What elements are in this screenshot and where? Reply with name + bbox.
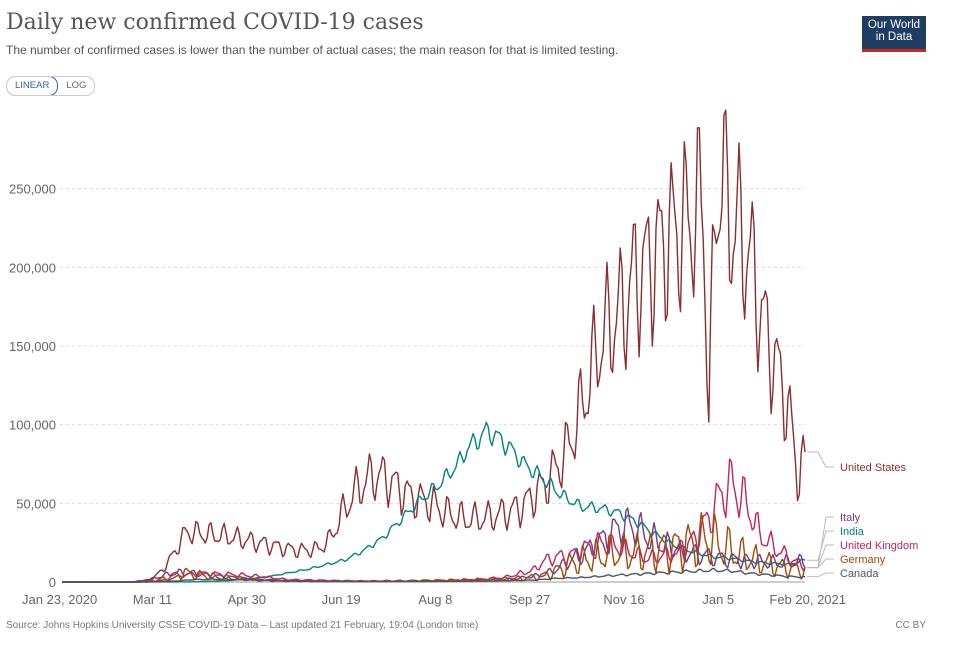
legend-leader-line	[807, 451, 834, 468]
x-tick-label: Sep 27	[509, 592, 550, 607]
legend-label: Canada	[840, 568, 879, 580]
series-line-india	[62, 421, 806, 583]
license-link[interactable]: CC BY	[895, 620, 926, 631]
source-note[interactable]: Source: Johns Hopkins University CSSE CO…	[6, 620, 479, 631]
series-line-united-kingdom	[62, 458, 806, 583]
logo-line-2: in Data	[875, 31, 913, 43]
y-tick-label: 0	[49, 575, 56, 590]
legend-leader-line	[807, 558, 834, 568]
legend-leader-line	[807, 530, 834, 561]
y-tick-label: 250,000	[9, 182, 56, 197]
series-line-canada	[62, 567, 806, 583]
y-tick-label: 100,000	[9, 418, 56, 433]
logo-line-1: Our World	[867, 19, 921, 31]
line-chart: 0 50,000 100,000 150,000 200,000 250,000 Jan 2…	[9, 109, 918, 607]
legend-label: Italy	[840, 512, 861, 524]
legend-label: United States	[840, 462, 907, 474]
x-tick-label: Apr 30	[228, 592, 266, 607]
linear-scale-button[interactable]: LINEAR	[7, 77, 59, 95]
x-tick-label: Nov 16	[603, 592, 644, 607]
log-scale-button[interactable]: LOG	[66, 80, 87, 91]
x-tick-label: Jan 5	[702, 592, 734, 607]
x-tick-label: Mar 11	[133, 592, 173, 607]
y-tick-label: 150,000	[9, 339, 56, 354]
chart-title: Daily new confirmed COVID-19 cases	[6, 10, 424, 35]
x-tick-label: Feb 20, 2021	[769, 592, 846, 607]
series-line-united-states	[62, 109, 806, 583]
legend-label: Germany	[840, 554, 886, 566]
x-tick-label: Jun 19	[322, 592, 361, 607]
x-tick-label: Aug 8	[418, 592, 452, 607]
legend-leader-line	[807, 572, 834, 578]
scale-toggle: LINEAR LOG	[6, 76, 96, 96]
chart-subtitle: The number of confirmed cases is lower t…	[6, 43, 619, 57]
owid-logo[interactable]: Our World in Data	[862, 16, 926, 52]
y-tick-label: 50,000	[16, 496, 56, 511]
legend-label: United Kingdom	[840, 540, 918, 552]
legend-label: India	[840, 526, 865, 538]
y-tick-label: 200,000	[9, 260, 56, 275]
x-tick-label: Jan 23, 2020	[22, 592, 97, 607]
